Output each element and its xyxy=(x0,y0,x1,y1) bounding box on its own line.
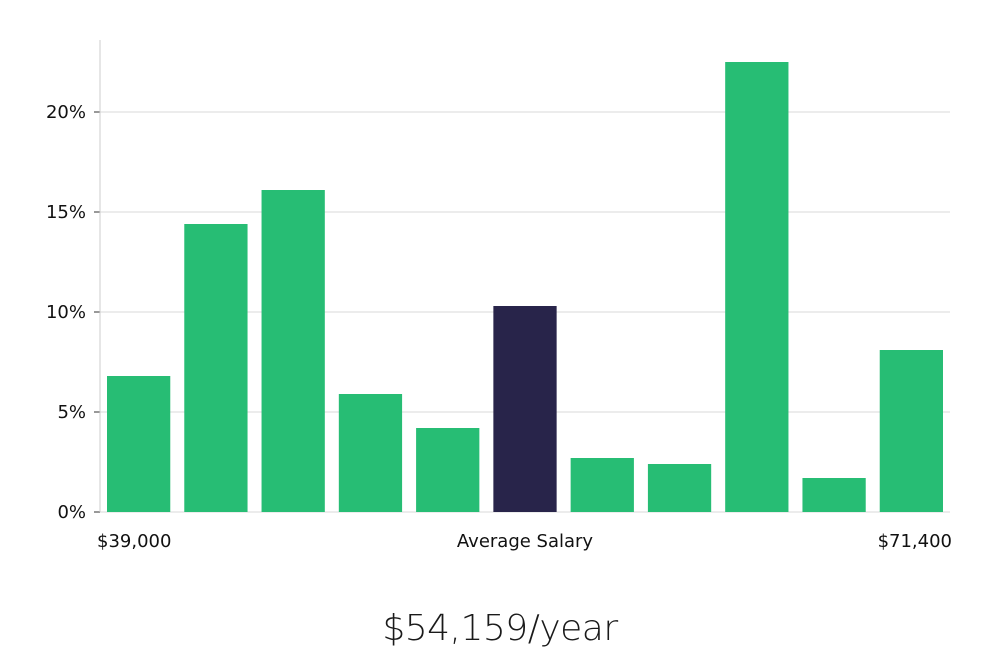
y-tick-label: 20% xyxy=(46,102,86,123)
bars xyxy=(107,62,943,512)
bar xyxy=(879,350,943,512)
salary-histogram: 0% 5% 10% 15% 20% $39,000 Average Salary $71… xyxy=(46,40,952,552)
bar xyxy=(802,478,866,512)
bar-average-highlight xyxy=(493,306,557,512)
bar xyxy=(338,394,403,512)
bar xyxy=(416,428,480,512)
bar xyxy=(725,62,789,512)
y-tick-label: 0% xyxy=(57,502,86,523)
y-tick-label: 10% xyxy=(46,302,86,323)
x-center-label: Average Salary xyxy=(457,531,594,552)
y-tick-label: 15% xyxy=(46,202,86,223)
bar xyxy=(184,224,248,512)
x-max-label: $71,400 xyxy=(878,531,952,552)
bar xyxy=(107,376,171,512)
y-tick-label: 5% xyxy=(57,402,86,423)
x-min-label: $39,000 xyxy=(97,531,171,552)
bar xyxy=(261,190,325,512)
bar xyxy=(647,464,712,512)
bar xyxy=(570,458,634,512)
average-salary-value: $54,159/year xyxy=(382,608,618,649)
y-axis-ticks: 0% 5% 10% 15% 20% xyxy=(46,102,100,523)
